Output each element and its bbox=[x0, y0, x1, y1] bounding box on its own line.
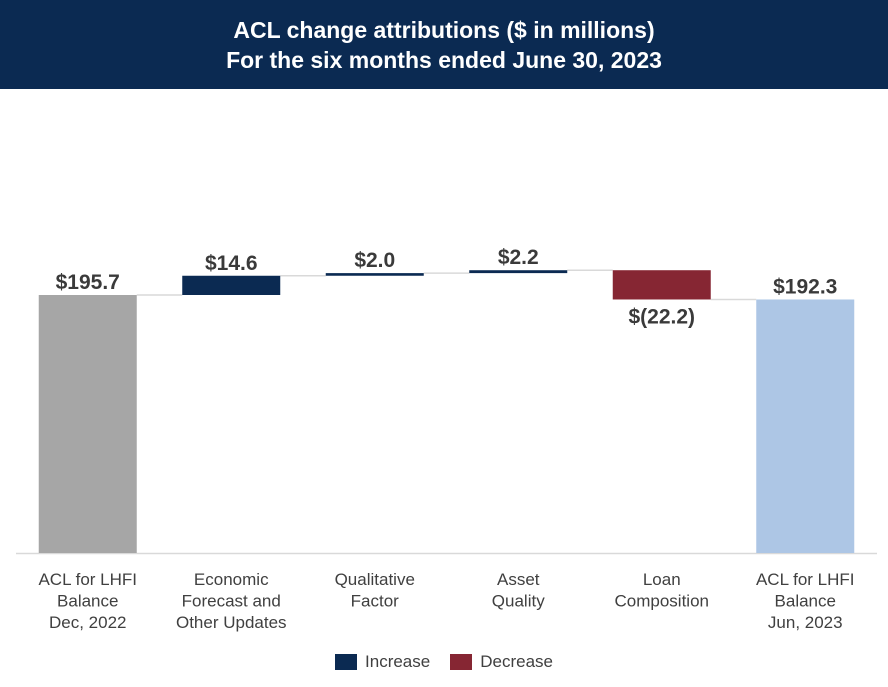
chart-header: ACL change attributions ($ in millions) … bbox=[0, 0, 888, 89]
waterfall-bar bbox=[182, 275, 281, 295]
chart-legend: Increase Decrease bbox=[0, 652, 888, 672]
legend-label-increase: Increase bbox=[365, 652, 431, 671]
category-label: ACL for LHFI bbox=[38, 570, 137, 589]
category-label: Balance bbox=[775, 592, 836, 611]
waterfall-bar bbox=[469, 270, 568, 274]
data-label: $195.7 bbox=[56, 271, 120, 294]
data-label: $14.6 bbox=[205, 252, 258, 275]
chart-title: ACL change attributions ($ in millions) bbox=[233, 16, 655, 43]
data-label: $2.0 bbox=[354, 249, 395, 272]
data-label: $2.2 bbox=[498, 246, 539, 269]
category-label: Quality bbox=[492, 592, 545, 611]
waterfall-bar bbox=[325, 273, 424, 276]
chart-subtitle: For the six months ended June 30, 2023 bbox=[226, 46, 662, 73]
waterfall-bar bbox=[612, 270, 711, 300]
waterfall-bar bbox=[756, 299, 855, 553]
category-label: Other Updates bbox=[176, 613, 287, 632]
data-label: $(22.2) bbox=[628, 305, 695, 328]
category-label: Jun, 2023 bbox=[768, 613, 843, 632]
legend-item-decrease: Decrease bbox=[450, 652, 553, 672]
category-label: ACL for LHFI bbox=[756, 570, 855, 589]
data-label: $192.3 bbox=[773, 275, 837, 298]
category-label: Economic bbox=[194, 570, 269, 589]
category-label: Factor bbox=[351, 592, 400, 611]
legend-swatch-decrease bbox=[450, 654, 473, 670]
category-label: Balance bbox=[57, 592, 118, 611]
legend-swatch-increase bbox=[335, 654, 358, 670]
category-label: Loan bbox=[643, 570, 681, 589]
waterfall-bar bbox=[38, 295, 137, 553]
category-label: Qualitative bbox=[335, 570, 415, 589]
legend-label-decrease: Decrease bbox=[480, 652, 553, 671]
category-label: Dec, 2022 bbox=[49, 613, 127, 632]
category-label: Asset bbox=[497, 570, 540, 589]
category-label: Composition bbox=[615, 592, 710, 611]
category-label: Forecast and bbox=[182, 592, 281, 611]
legend-item-increase: Increase bbox=[335, 652, 430, 672]
